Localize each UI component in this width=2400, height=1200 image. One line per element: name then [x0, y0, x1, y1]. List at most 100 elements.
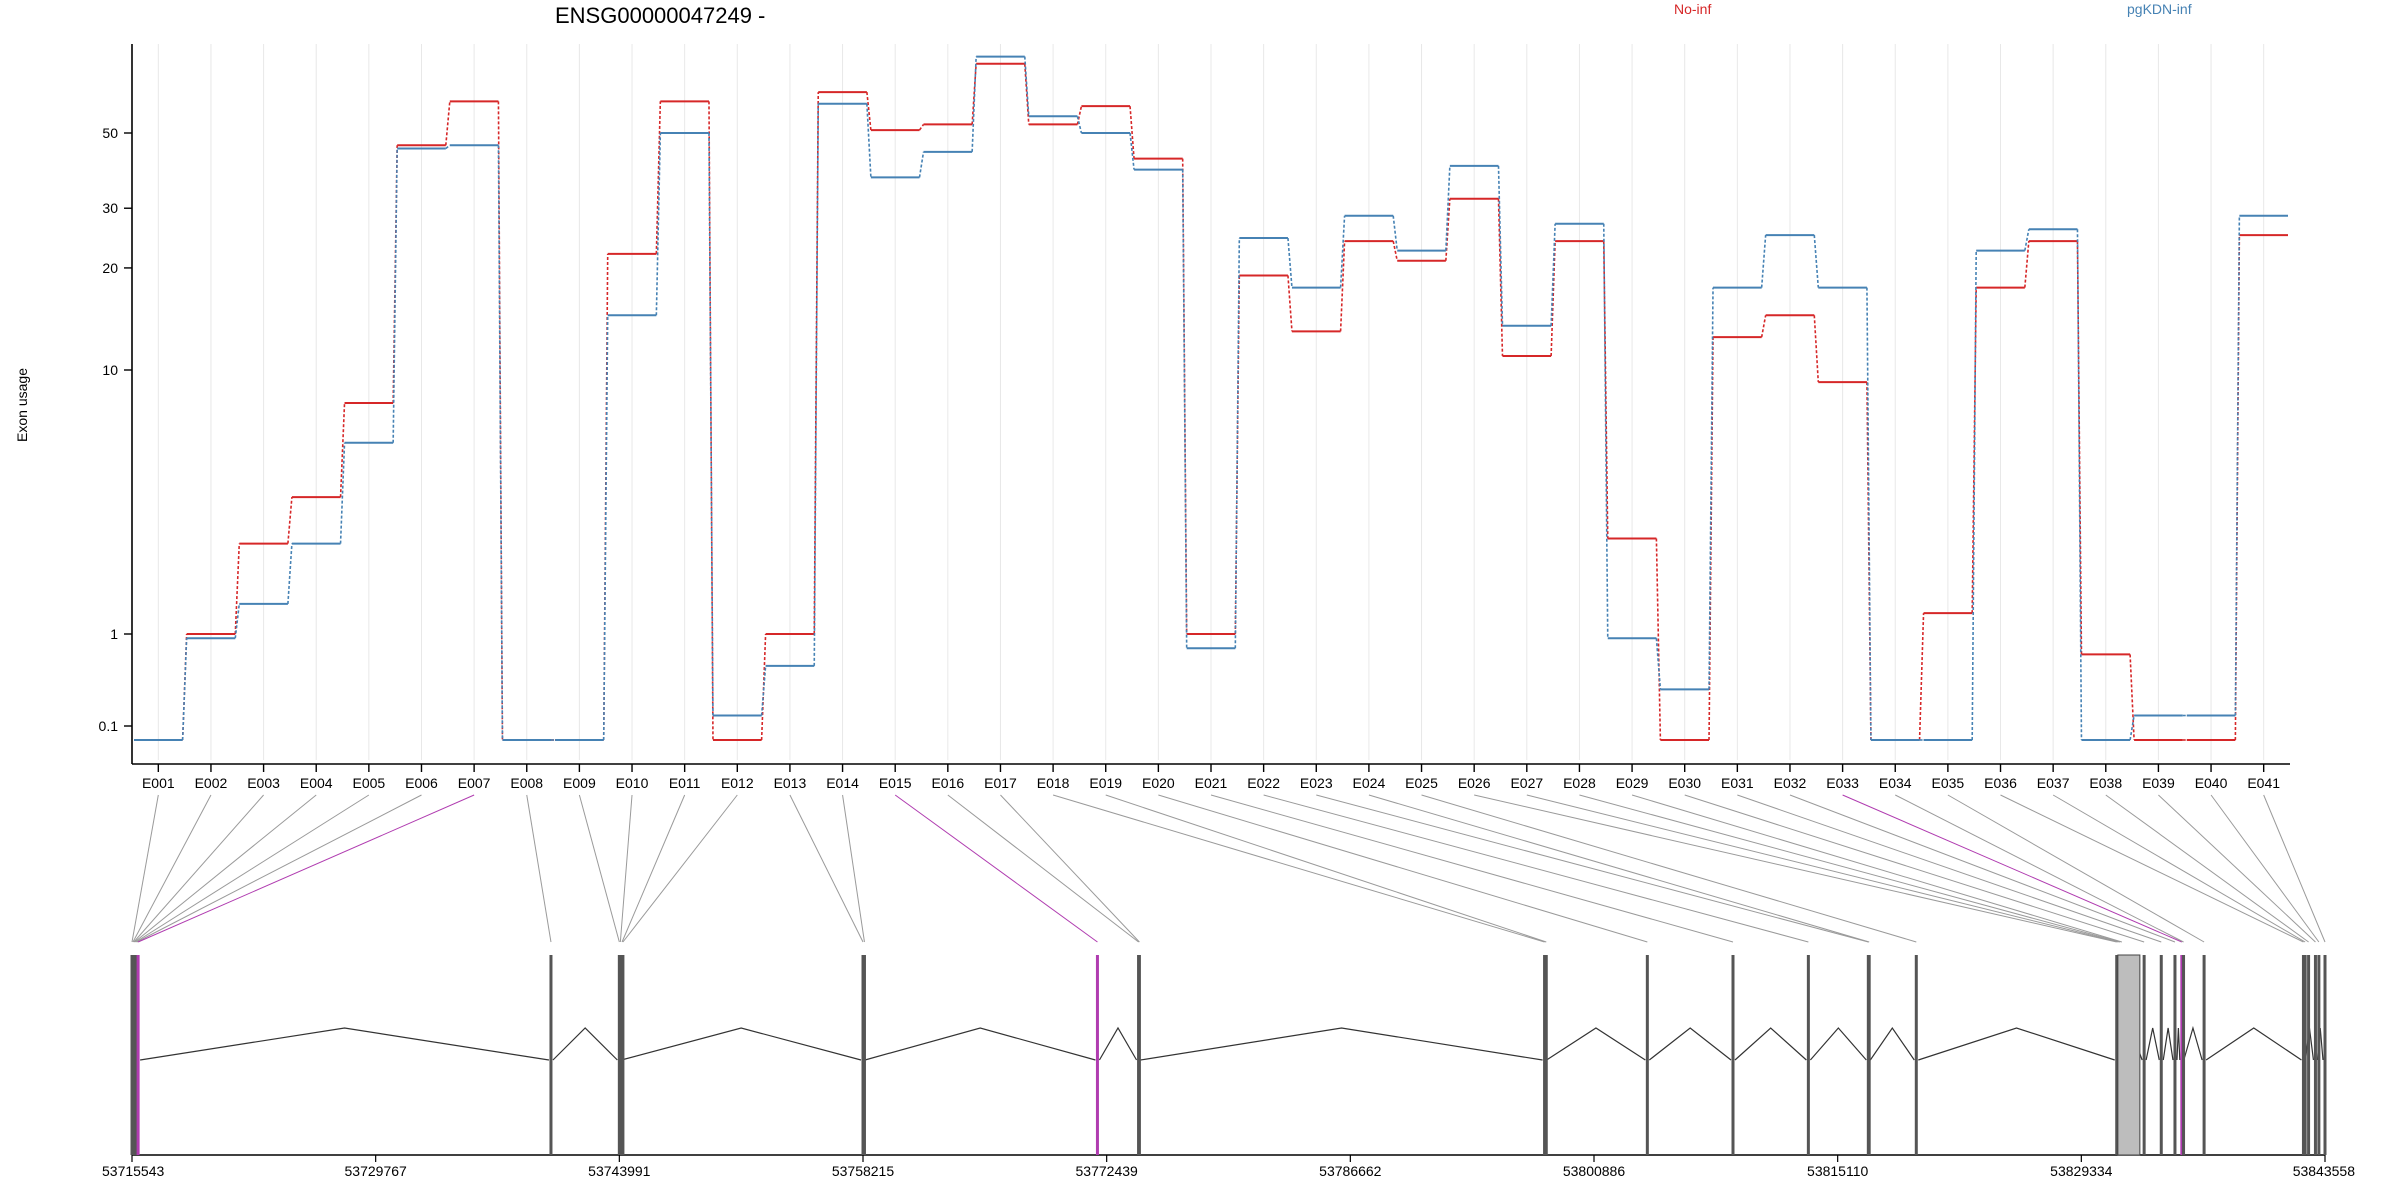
intron-line [2183, 1025, 2203, 1061]
step-join [1971, 250, 1977, 741]
intron-line [2176, 1027, 2181, 1061]
connector-e026 [1474, 794, 2117, 943]
step-join [1129, 132, 1135, 170]
intron-line [1140, 1027, 1543, 1061]
step-join [918, 151, 925, 178]
step-join [655, 101, 662, 254]
step-join [2024, 241, 2030, 288]
step-join [234, 543, 241, 635]
connector-e017 [1000, 794, 1140, 943]
intron-line [1869, 1026, 1915, 1061]
x-tick-label: E010 [616, 775, 649, 791]
step-join [1129, 106, 1135, 159]
exon-box-e040 [2317, 955, 2321, 1155]
step-join [1234, 275, 1241, 635]
connector-e007 [137, 794, 475, 943]
chart-title: ENSG00000047249 - [555, 3, 765, 28]
connector-e039 [2158, 794, 2316, 943]
legend-entry-no-inf: No-inf [1674, 1, 1711, 17]
connector-e005 [135, 794, 370, 943]
x-tick-label: E021 [1195, 775, 1228, 791]
x-tick-label: E020 [1142, 775, 1175, 791]
intron-line [140, 1027, 550, 1061]
exon-box-e033 [2180, 955, 2184, 1155]
connector-e041 [2263, 794, 2326, 943]
connector-e027 [1526, 794, 2119, 943]
series-lines [134, 55, 2288, 741]
exon-box-e008 [549, 955, 553, 1155]
step-join [339, 442, 346, 544]
x-tick-label: E038 [2089, 775, 2122, 791]
x-ticks: E001 E002 E003 E004 E005 E006 E007 E008 E009 E010… [142, 764, 2280, 791]
step-join [2129, 715, 2135, 741]
step-join [445, 144, 451, 150]
exon-box-e022 [1806, 955, 1810, 1155]
genomic-tick-label: 53772439 [1076, 1163, 1139, 1179]
exon-box-e019 [1544, 955, 1548, 1155]
x-tick-label: E016 [931, 775, 964, 791]
x-tick-label: E006 [405, 775, 438, 791]
intron-line [2145, 1027, 2160, 1061]
connector-e006 [136, 794, 422, 943]
connector-e037 [2052, 794, 2306, 943]
connector-e031 [1737, 794, 2162, 943]
exon-box-e025 [1914, 955, 1918, 1155]
x-tick-label: E014 [826, 775, 859, 791]
step-join [339, 402, 346, 498]
connector-e034 [1895, 794, 2184, 943]
step-join [2024, 229, 2030, 251]
exon-box-e020 [1645, 955, 1649, 1155]
step-join [1655, 638, 1662, 690]
exon-box-e032 [2173, 955, 2177, 1155]
connector-e001 [131, 794, 159, 943]
intron-line [1918, 1027, 2115, 1061]
step-join [866, 103, 872, 178]
x-tick-label: E040 [2195, 775, 2228, 791]
y-tick-label: 30 [102, 200, 118, 216]
x-tick-label: E004 [300, 775, 333, 791]
step-join [1760, 235, 1767, 288]
step-join [2076, 241, 2083, 655]
step-join [1339, 215, 1346, 288]
x-tick-label: E033 [1826, 775, 1859, 791]
connector-e003 [133, 794, 264, 943]
series-pgkdn-inf [134, 55, 2288, 741]
step-join [1602, 223, 1609, 639]
x-tick-label: E008 [510, 775, 543, 791]
genomic-tick-label: 53815110 [1807, 1163, 1868, 1179]
y-tick-label: 50 [102, 125, 118, 141]
exon-box-e010 [618, 955, 622, 1155]
x-tick-label: E011 [669, 775, 701, 791]
exon-box-e035 [2202, 955, 2206, 1155]
x-tick-label: E026 [1458, 775, 1491, 791]
y-tick-label: 0.1 [99, 718, 119, 734]
step-join [1813, 315, 1820, 383]
grid-lines [157, 44, 2265, 760]
x-tick-label: E009 [563, 775, 596, 791]
connector-e030 [1684, 794, 2145, 943]
genomic-tick-label: 53843558 [2293, 1163, 2356, 1179]
step-join [1076, 116, 1083, 134]
x-tick-label: E018 [1037, 775, 1070, 791]
exon-box-e038 [2307, 955, 2311, 1155]
step-join [813, 103, 820, 666]
step-join [1445, 165, 1451, 251]
step-join [234, 603, 241, 639]
x-tick-label: E015 [879, 775, 912, 791]
exon-box-e018 [1543, 955, 1547, 1155]
intron-line [1098, 1026, 1138, 1061]
x-tick-label: E041 [2247, 775, 2280, 791]
step-join [1918, 613, 1925, 741]
connector-e008 [526, 794, 552, 943]
exon-box-e017 [1137, 955, 1141, 1155]
x-tick-label: E034 [1879, 775, 1912, 791]
x-tick-label: E032 [1774, 775, 1807, 791]
step-join [1339, 241, 1346, 332]
step-join [708, 132, 714, 716]
exon-box-e030 [2142, 955, 2146, 1155]
x-tick-label: E036 [1984, 775, 2017, 791]
x-tick-label: E003 [247, 775, 280, 791]
connector-e012 [622, 794, 738, 943]
connector-e035 [1947, 794, 2205, 943]
